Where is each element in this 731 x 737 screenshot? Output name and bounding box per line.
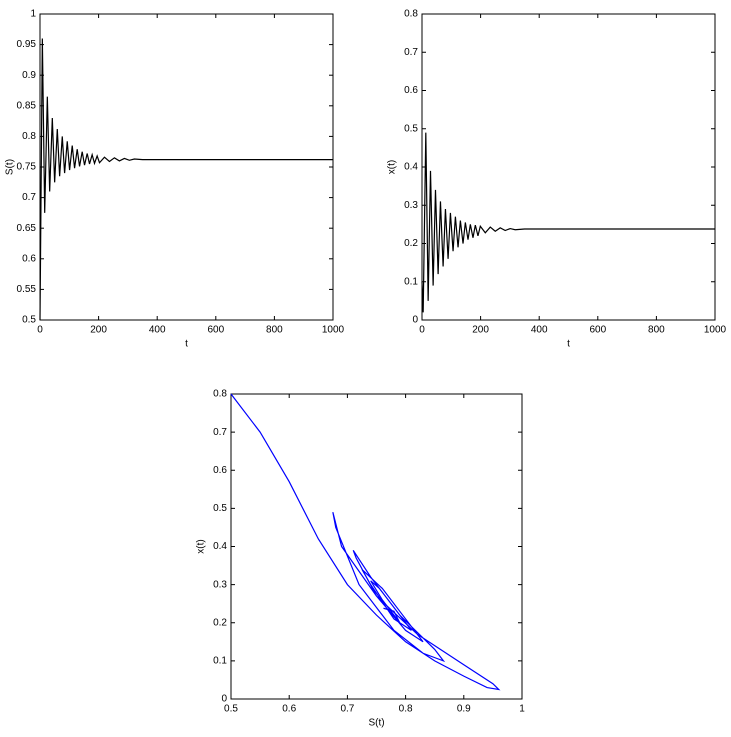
y-tick-label: 0.3 [404,200,418,211]
y-tick-label: 0.9 [22,70,36,81]
y-tick-label: 0 [221,694,227,705]
y-tick-label: 0.7 [22,192,36,203]
x-tick-label: 400 [531,325,548,336]
x-tick-label: 0 [37,325,43,336]
data-line [39,38,333,321]
y-tick-label: 1 [30,9,36,20]
x-tick-label: 600 [589,325,606,336]
y-tick-label: 0.7 [213,427,227,438]
y-tick-label: 0.1 [404,276,418,287]
y-tick-label: 0.8 [404,9,418,20]
plot-frame [39,13,334,321]
y-tick-label: 0.75 [17,162,37,173]
x-tick-label: 0 [419,325,425,336]
data-line [230,393,501,691]
x-tick-label: 0.6 [282,704,296,715]
y-tick-label: 0.5 [22,315,36,326]
x-tick-label: 0.9 [457,704,471,715]
x-tick-label: 1 [519,704,525,715]
x-axis-label: t [567,339,570,350]
y-tick-label: 0.4 [404,162,418,173]
x-tick-label: 200 [90,325,107,336]
x-tick-label: 400 [149,325,166,336]
y-tick-label: 0.6 [22,253,36,264]
x-tick-label: 0.7 [340,704,354,715]
y-axis-label: x(t) [387,160,398,174]
y-tick-label: 0.2 [404,238,418,249]
x-tick-label: 1000 [704,325,727,336]
x-tick-label: 0.8 [399,704,413,715]
y-tick-label: 0.6 [404,85,418,96]
x-axis-label: S(t) [368,718,384,729]
y-axis-label: x(t) [196,539,207,553]
x-tick-label: 600 [207,325,224,336]
y-tick-label: 0.6 [213,465,227,476]
x-tick-label: 800 [266,325,283,336]
y-tick-label: 0.7 [404,47,418,58]
y-tick-label: 0.85 [17,100,37,111]
y-tick-label: 0 [412,315,418,326]
x-tick-label: 0.5 [224,704,238,715]
y-tick-label: 0.65 [17,223,37,234]
x-tick-label: 1000 [322,325,345,336]
y-tick-label: 0.1 [213,656,227,667]
plot-frame [230,393,523,700]
y-tick-label: 0.95 [17,39,37,50]
y-tick-label: 0.3 [213,579,227,590]
x-axis-label: t [185,339,188,350]
plot-frame [421,13,716,321]
x-tick-label: 200 [472,325,489,336]
y-tick-label: 0.2 [213,617,227,628]
data-line [421,132,715,313]
y-tick-label: 0.8 [22,131,36,142]
y-axis-label: S(t) [5,159,16,175]
y-tick-label: 0.4 [213,541,227,552]
y-tick-label: 0.55 [17,284,37,295]
x-tick-label: 800 [648,325,665,336]
y-tick-label: 0.8 [213,389,227,400]
y-tick-label: 0.5 [404,123,418,134]
y-tick-label: 0.5 [213,503,227,514]
